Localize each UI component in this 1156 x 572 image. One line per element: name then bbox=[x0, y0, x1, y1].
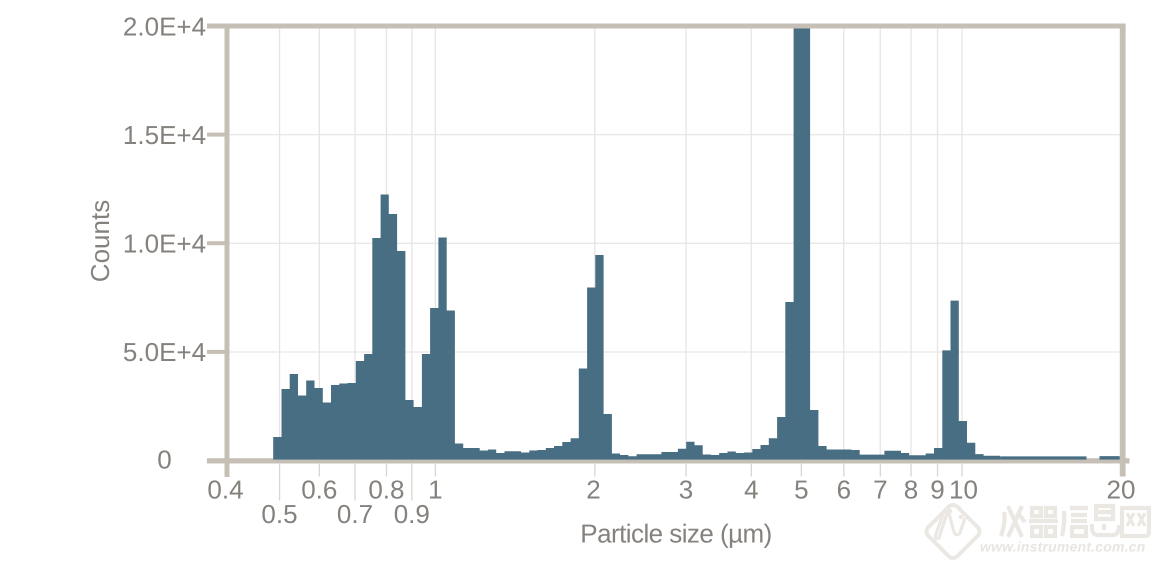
svg-text:Particle size (µm): Particle size (µm) bbox=[580, 519, 771, 549]
svg-text:0.5: 0.5 bbox=[261, 499, 297, 529]
svg-text:Counts: Counts bbox=[85, 200, 115, 282]
svg-text:0.8: 0.8 bbox=[368, 474, 404, 504]
svg-text:10: 10 bbox=[949, 474, 978, 504]
svg-text:6: 6 bbox=[837, 474, 851, 504]
svg-text:1.5E+4: 1.5E+4 bbox=[123, 120, 206, 150]
svg-text:www.instrument.com.cn: www.instrument.com.cn bbox=[980, 539, 1145, 555]
svg-text:8: 8 bbox=[904, 474, 918, 504]
svg-text:2: 2 bbox=[586, 474, 600, 504]
svg-text:0.4: 0.4 bbox=[207, 474, 243, 504]
svg-text:9: 9 bbox=[930, 474, 944, 504]
svg-text:0: 0 bbox=[157, 445, 171, 475]
svg-text:1.0E+4: 1.0E+4 bbox=[123, 229, 206, 259]
svg-text:0.6: 0.6 bbox=[301, 474, 337, 504]
svg-text:4: 4 bbox=[744, 474, 758, 504]
svg-text:3: 3 bbox=[679, 474, 693, 504]
svg-text:5.0E+4: 5.0E+4 bbox=[123, 337, 206, 367]
svg-text:0.9: 0.9 bbox=[394, 499, 430, 529]
svg-text:20: 20 bbox=[1107, 474, 1136, 504]
svg-text:0.7: 0.7 bbox=[337, 499, 373, 529]
svg-text:2.0E+4: 2.0E+4 bbox=[123, 11, 206, 41]
svg-text:1: 1 bbox=[428, 474, 442, 504]
svg-text:5: 5 bbox=[794, 474, 808, 504]
svg-text:7: 7 bbox=[873, 474, 887, 504]
